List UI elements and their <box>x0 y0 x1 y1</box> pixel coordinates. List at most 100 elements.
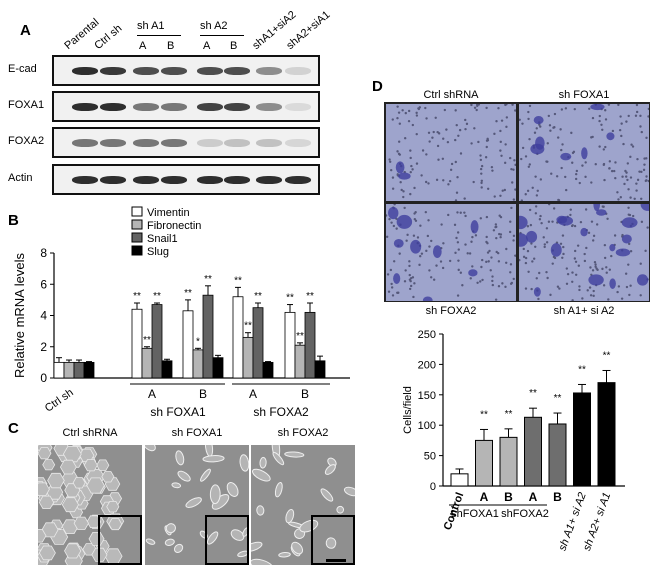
mrna-bar-chart: 0 2 4 6 8 Relative mRNA levels VimentinFibrone… <box>12 206 350 419</box>
x-tick-label: A <box>249 387 257 401</box>
x-tick-label: B <box>301 387 309 401</box>
blot-band <box>285 176 311 184</box>
x-tick-label: B <box>199 387 207 401</box>
blot-band <box>133 176 159 184</box>
blot-band <box>256 67 282 75</box>
blot-row <box>52 164 320 195</box>
x-tick-label: A <box>529 490 538 504</box>
blot-band <box>100 103 126 111</box>
blot-band <box>161 67 187 75</box>
blot-band <box>197 67 223 75</box>
significance-mark: ** <box>306 291 314 302</box>
bar <box>475 439 493 487</box>
invasion-label: sh FOXA2 <box>425 305 477 317</box>
legend-label: Snail1 <box>147 233 178 245</box>
blot-band <box>72 176 98 184</box>
blot-band <box>224 67 250 75</box>
invasion-image <box>519 204 649 301</box>
bar <box>450 473 469 487</box>
invasion-label: Ctrl shRNA <box>423 89 479 101</box>
y-axis-label: Cells/field <box>402 386 414 434</box>
significance-mark: ** <box>603 350 611 361</box>
blot-row-label: FOXA2 <box>8 135 45 147</box>
bar <box>499 436 518 487</box>
panel-label-a: A <box>20 22 31 39</box>
legend-swatch <box>131 232 143 243</box>
micrograph-image <box>145 445 249 565</box>
invasion-image <box>386 104 516 201</box>
bar <box>242 336 254 379</box>
blot-band <box>100 67 126 75</box>
significance-mark: ** <box>254 291 262 302</box>
bar <box>83 361 95 379</box>
lane-group-label: sh A2 <box>200 20 228 32</box>
blot-row <box>52 55 320 86</box>
y-tick-label: 0 <box>430 481 436 493</box>
significance-mark: ** <box>296 331 304 342</box>
invasion-texture <box>519 204 649 301</box>
blot-band <box>197 103 223 111</box>
bar <box>262 361 274 379</box>
lane-group-label: sh A1 <box>137 20 165 32</box>
legend-label: Slug <box>147 246 169 258</box>
invasion-image <box>519 104 649 201</box>
bar <box>548 423 567 487</box>
y-tick-label: 100 <box>418 420 436 432</box>
significance-mark: * <box>196 336 200 347</box>
significance-mark: ** <box>204 274 212 285</box>
invasion-bar-chart: 050100150200250Cells/fieldControl**A**B*… <box>402 329 625 553</box>
bar <box>304 311 316 379</box>
scale-bar <box>326 559 346 562</box>
x-tick-label: A <box>480 490 489 504</box>
bar <box>131 308 143 379</box>
significance-mark: ** <box>153 291 161 302</box>
blot-band <box>100 139 126 147</box>
blot-band <box>285 103 311 111</box>
micrograph-image <box>251 445 355 565</box>
x-tick-label: B <box>553 490 562 504</box>
lane-label: A <box>139 40 147 52</box>
blot-band <box>285 139 311 147</box>
y-tick-label: 8 <box>40 246 47 260</box>
blot-row <box>52 127 320 158</box>
x-tick-label: A <box>148 387 156 401</box>
significance-mark: ** <box>143 335 151 346</box>
blot-band <box>161 103 187 111</box>
blot-band <box>161 139 187 147</box>
blot-band <box>256 176 282 184</box>
group-label: sh FOXA1 <box>150 405 206 419</box>
significance-mark: ** <box>529 388 537 399</box>
bar <box>284 311 296 379</box>
panel-label-b: B <box>8 212 19 229</box>
bar <box>314 360 326 379</box>
blot-band <box>72 67 98 75</box>
y-tick-label: 2 <box>40 340 47 354</box>
y-tick-label: 50 <box>424 451 436 463</box>
blot-row-label: E-cad <box>8 63 37 75</box>
blot-band <box>133 139 159 147</box>
x-tick-label: Ctrl sh <box>43 387 76 415</box>
micrograph-label: sh FOXA2 <box>277 427 329 439</box>
cell-texture <box>38 445 125 565</box>
bar <box>294 344 306 379</box>
zoom-inset <box>311 515 355 565</box>
blot-band <box>256 139 282 147</box>
blot-row <box>52 91 320 122</box>
micrograph-label: sh FOXA1 <box>171 427 223 439</box>
bar <box>202 294 214 379</box>
invasion-texture <box>519 104 649 201</box>
lane-label: A <box>203 40 211 52</box>
legend-swatch <box>131 219 143 230</box>
y-tick-label: 150 <box>418 390 436 402</box>
group-label: sh FOXA2 <box>253 405 309 419</box>
lane-group-line <box>200 35 244 36</box>
bar <box>212 357 224 379</box>
panel-label-d: D <box>372 78 383 95</box>
lane-label: B <box>230 40 238 52</box>
blot-band <box>133 103 159 111</box>
bar <box>192 349 204 379</box>
blot-band <box>72 139 98 147</box>
y-tick-label: 250 <box>418 329 436 341</box>
bar <box>53 361 65 379</box>
blot-band <box>100 176 126 184</box>
